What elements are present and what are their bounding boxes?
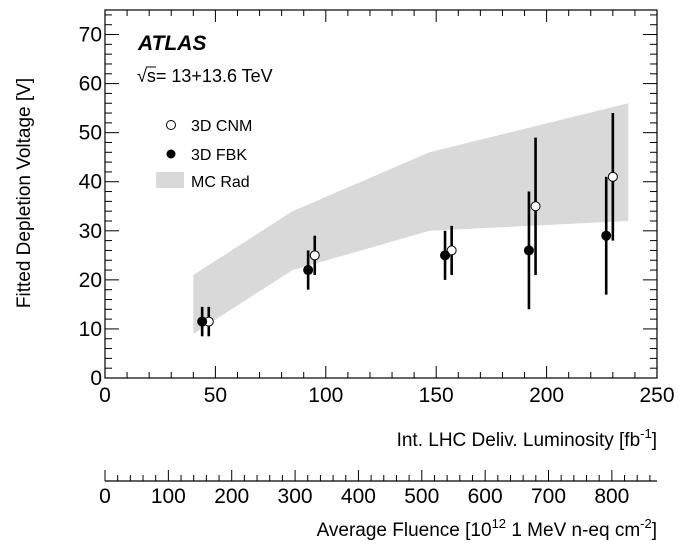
- legend-band-swatch: [156, 172, 184, 188]
- x-axis-label: Int. LHC Deliv. Luminosity [fb-1]: [397, 426, 657, 451]
- x-axis-label-end: ]: [652, 430, 657, 451]
- legend-fbk-marker: [166, 149, 176, 159]
- data-point-fbk-2: [440, 250, 451, 261]
- x-axis-label-sup: -1: [640, 426, 652, 441]
- secondary-tick-label: 300: [278, 485, 313, 508]
- ticks-layer: 0 50 100 150 200 250 0 10 20 30 40 50 60 70: [79, 10, 675, 407]
- data-point-fbk-3: [523, 245, 534, 256]
- secondary-axis-label-mid: 1 MeV n-eq cm: [506, 520, 640, 541]
- secondary-tick-label: 0: [99, 485, 111, 508]
- secondary-tick-label: 200: [214, 485, 249, 508]
- plot-frame: [104, 9, 658, 379]
- secondary-axis-label-sup2: -2: [640, 516, 652, 531]
- y-tick-label: 60: [79, 73, 102, 96]
- x-tick-label: 0: [99, 384, 111, 407]
- secondary-tick-label: 700: [531, 485, 566, 508]
- data-point-cnm-2: [446, 245, 457, 256]
- y-tick-label: 30: [79, 220, 102, 243]
- secondary-axis-label-sup1: 12: [492, 516, 506, 531]
- data-point-fbk-1: [303, 265, 314, 276]
- y-tick-label: 10: [79, 318, 102, 341]
- data-points-layer: [197, 113, 618, 337]
- y-tick-label: 0: [90, 367, 102, 390]
- secondary-ticks-layer: 0 100 200 300 400 500 600 700 800: [99, 470, 651, 508]
- mc-rad-band: [193, 103, 629, 334]
- secondary-tick-label: 100: [151, 485, 186, 508]
- legend-fbk-label: 3D FBK: [191, 147, 247, 164]
- secondary-tick-label: 500: [404, 485, 439, 508]
- data-point-cnm-3: [530, 201, 541, 212]
- x-tick-label: 200: [529, 384, 564, 407]
- x-tick-label: 50: [204, 384, 227, 407]
- energy-label: √s= 13+13.6 TeV: [137, 66, 273, 86]
- sqrt-symbol: √: [137, 66, 147, 86]
- data-point-cnm-1: [309, 250, 320, 261]
- y-tick-label: 40: [79, 171, 102, 194]
- atlas-label: ATLAS: [137, 32, 206, 55]
- secondary-axis-label-end: ]: [652, 520, 657, 541]
- secondary-axis-label-main: Average Fluence [10: [317, 520, 492, 541]
- secondary-tick-label: 600: [468, 485, 503, 508]
- secondary-tick-label: 400: [341, 485, 376, 508]
- secondary-tick-label: 800: [594, 485, 629, 508]
- data-point-cnm-4: [607, 171, 618, 182]
- data-point-fbk-4: [601, 230, 612, 241]
- mc-rad-band-layer: [193, 103, 629, 334]
- legend-cnm-marker: [166, 120, 176, 130]
- energy-text: s= 13+13.6 TeV: [147, 66, 273, 86]
- y-axis-label: Fitted Depletion Voltage [V]: [14, 78, 35, 308]
- data-point-fbk-0: [197, 316, 208, 327]
- legend-cnm-label: 3D CNM: [191, 118, 252, 135]
- x-tick-label: 250: [639, 384, 674, 407]
- legend: 3D CNM 3D FBK MC Rad: [156, 118, 252, 191]
- y-tick-label: 50: [79, 122, 102, 145]
- x-axis-label-main: Int. LHC Deliv. Luminosity [fb: [397, 430, 641, 451]
- y-tick-label: 70: [79, 24, 102, 47]
- x-tick-label: 100: [308, 384, 343, 407]
- x-tick-label: 150: [419, 384, 454, 407]
- y-tick-label: 20: [79, 269, 102, 292]
- legend-band-label: MC Rad: [191, 174, 250, 191]
- secondary-axis-label: Average Fluence [1012 1 MeV n-eq cm-2]: [317, 516, 657, 541]
